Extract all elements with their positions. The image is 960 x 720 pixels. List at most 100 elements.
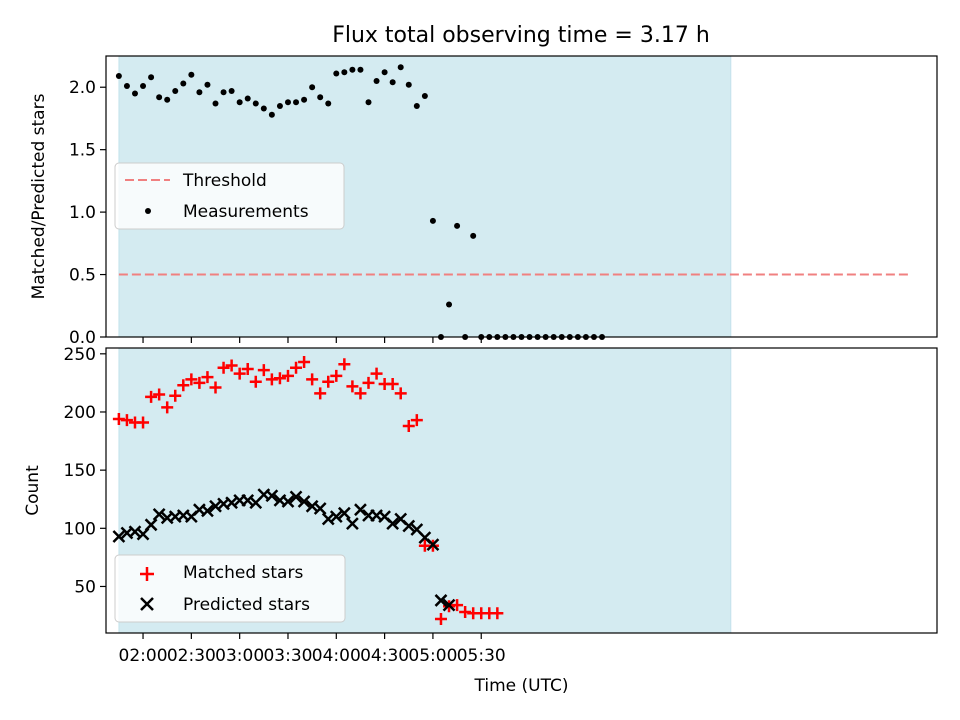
measurement-point [381,69,388,76]
bottom-legend: Matched stars Predicted stars [114,554,346,623]
bottom-legend-box [114,554,346,623]
legend-threshold-label: Threshold [182,171,267,191]
measurement-point [397,64,404,71]
x-tick-label: 05:00 [408,646,457,666]
bottom-panel: 50 100 150 200 250 02:00 02:30 03:00 03:30 04:00… [23,345,938,696]
matched-star-point [225,359,238,372]
measurement-point [172,87,179,94]
measurement-point [293,99,300,106]
matched-star-point [394,387,407,400]
measurement-point [252,100,259,107]
matched-star-point [169,389,182,402]
matched-star-point [193,376,206,389]
x-tick-label: 02:00 [119,646,168,666]
measurement-point [140,82,147,89]
top-y-tick-label: 0.5 [69,266,96,286]
bottom-y-tick-label: 100 [64,519,96,539]
measurement-point [454,222,461,229]
predicted-star-point [201,504,214,518]
matched-star-point [241,362,254,375]
top-panel: 0.00.51.01.52.0 Matched/Predicted stars … [29,55,938,348]
measurement-point [204,81,211,88]
x-tick-label: 02:30 [167,646,216,666]
matched-star-point [185,373,198,386]
x-tick-label: 03:00 [215,646,264,666]
measurement-point [333,70,340,77]
measurement-point [228,87,235,94]
matched-star-point [249,375,262,388]
measurement-point [260,105,267,112]
top-y-tick-label: 1.0 [69,203,96,223]
legend-predicted-swatch [140,597,154,611]
measurement-point [284,99,291,106]
matched-star-point [354,387,367,400]
matched-star-point [257,364,270,377]
measurement-point [373,77,380,84]
measurement-point [196,89,203,96]
measurement-point [317,94,324,101]
predicted-star-point [354,503,367,517]
legend-measurements-label: Measurements [183,202,309,222]
x-axis-label: Time (UTC) [474,676,569,696]
matched-star-point [314,387,327,400]
predicted-star-point [434,594,448,607]
measurement-point [115,72,122,79]
predicted-star-point [346,517,359,531]
top-y-tick-label: 1.5 [69,141,96,161]
predicted-star-point [289,490,303,504]
measurement-point [325,100,332,107]
measurement-point [357,66,364,73]
measurement-point [268,111,275,118]
bottom-y-tick-label: 50 [74,577,96,597]
matched-star-point [145,390,158,403]
predicted-star-point [265,489,279,503]
measurement-point [446,301,453,308]
measurement-point [341,69,348,76]
matched-star-point [233,367,246,380]
matched-star-point [402,419,415,432]
matched-star-point [273,372,286,385]
legend-matched-swatch [140,567,154,581]
measurement-point [244,95,251,102]
chart-title: Flux total observing time = 3.17 h [332,23,710,48]
measurement-point [156,94,163,101]
predicted-star-point [442,598,456,612]
matched-star-point [120,414,133,427]
measurement-point [365,99,372,106]
matched-star-point [153,388,166,401]
top-y-axis: 0.0 0.5 1.0 1.5 2.0 [69,78,106,348]
top-x-axis [142,337,482,343]
bottom-y-tick-label: 250 [64,345,96,365]
measurement-point [220,89,227,96]
measurement-point [413,102,420,109]
measurement-point [188,71,195,78]
matched-star-point [177,379,190,392]
legend-matched-label: Matched stars [183,563,303,583]
matched-star-point [137,416,150,429]
top-y-tick-label: 2.0 [69,78,96,98]
matched-star-point [346,380,359,393]
matched-star-point [370,367,383,380]
measurement-point [349,66,356,73]
measurement-point [429,217,436,224]
bottom-y-axis: 50 100 150 200 250 [64,345,106,597]
x-tick-label: 03:30 [263,646,312,666]
measurement-point [236,99,243,106]
measurement-point [123,82,130,89]
predicted-star-point [329,510,343,524]
predicted-star-point [297,495,311,508]
x-tick-label: 04:30 [360,646,409,666]
matched-star-point [290,361,303,374]
matched-star-point [410,414,423,427]
matched-star-point [451,599,464,612]
x-tick-label: 05:30 [457,646,506,666]
matched-star-point [434,613,447,626]
matched-star-point [209,381,222,394]
bottom-axes-frame [105,347,938,634]
measurement-points [115,64,606,340]
top-legend: Threshold Measurements [114,162,345,230]
matched-star-point [281,369,294,382]
measurement-point [470,232,477,239]
x-tick-label: 04:00 [312,646,361,666]
